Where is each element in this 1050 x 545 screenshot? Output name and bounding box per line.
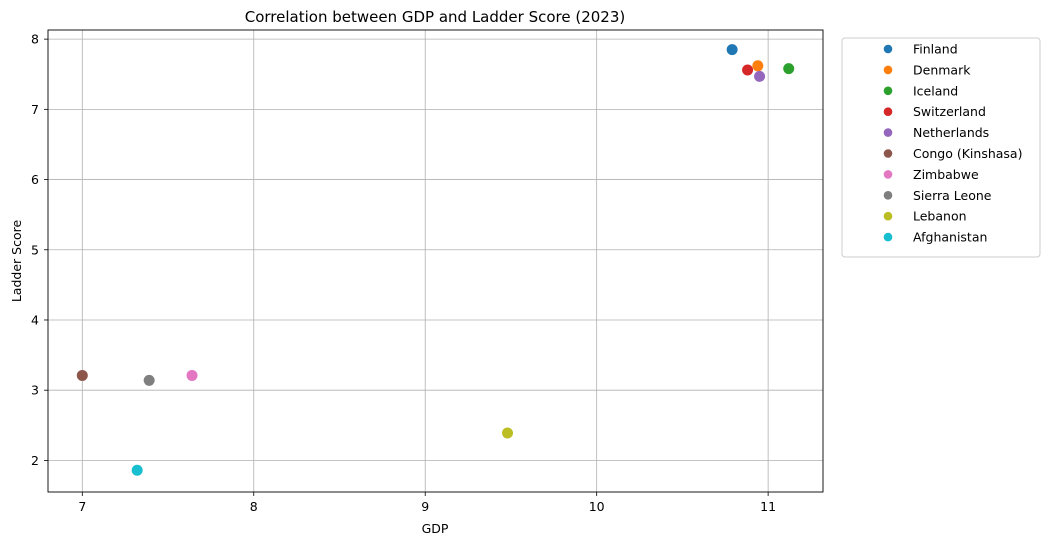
legend-label: Finland (913, 42, 958, 57)
legend-label: Denmark (913, 62, 971, 77)
data-point-iceland (783, 63, 795, 75)
x-tick-label: 7 (78, 499, 86, 514)
legend-marker (883, 86, 893, 96)
legend-marker (883, 232, 893, 242)
data-point-afghanistan (131, 464, 143, 476)
y-tick-label: 2 (31, 453, 39, 468)
y-tick-label: 5 (31, 242, 39, 257)
y-tick-label: 3 (31, 383, 39, 398)
legend: Finland Denmark Iceland Switzerland Netherla… (841, 37, 1041, 258)
legend-label: Lebanon (913, 209, 967, 224)
grid (48, 30, 823, 492)
data-point-zimbabwe (186, 369, 198, 381)
legend-label: Netherlands (913, 125, 989, 140)
x-tick-label: 8 (250, 499, 258, 514)
legend-label: Sierra Leone (913, 188, 992, 203)
y-axis-label: Ladder Score (9, 220, 24, 303)
legend-label: Iceland (913, 83, 958, 98)
legend-marker (883, 44, 893, 54)
legend-marker (883, 65, 893, 75)
legend-marker (883, 149, 893, 158)
data-points (76, 44, 795, 476)
y-tick-label: 6 (31, 172, 39, 187)
chart-title: Correlation between GDP and Ladder Score… (245, 8, 626, 26)
legend-marker (883, 211, 893, 221)
x-axis-label: GDP (422, 521, 449, 536)
axes: 7 8 9 10 11 2 3 4 5 6 7 8 (31, 29, 824, 514)
x-tick-label: 9 (421, 499, 429, 514)
data-point-congo-kinshasa (76, 369, 88, 381)
legend-label: Switzerland (913, 104, 986, 119)
legend-label: Afghanistan (913, 230, 987, 245)
y-tick-label: 8 (31, 32, 39, 47)
legend-marker (883, 128, 893, 137)
legend-marker (883, 107, 893, 116)
data-point-sierra-leone (143, 374, 155, 386)
data-point-denmark (752, 60, 764, 72)
x-tick-label: 10 (589, 499, 605, 514)
legend-marker (883, 170, 893, 179)
data-point-switzerland (742, 64, 754, 76)
legend-label: Zimbabwe (913, 167, 979, 182)
data-point-lebanon (502, 427, 514, 439)
y-tick-label: 7 (31, 102, 39, 117)
y-tick-label: 4 (31, 312, 39, 327)
legend-marker (883, 191, 893, 200)
plot-frame (47, 29, 824, 493)
data-point-finland (726, 44, 738, 56)
data-point-netherlands (754, 70, 766, 82)
x-tick-label: 11 (760, 499, 776, 514)
legend-label: Congo (Kinshasa) (913, 146, 1022, 161)
